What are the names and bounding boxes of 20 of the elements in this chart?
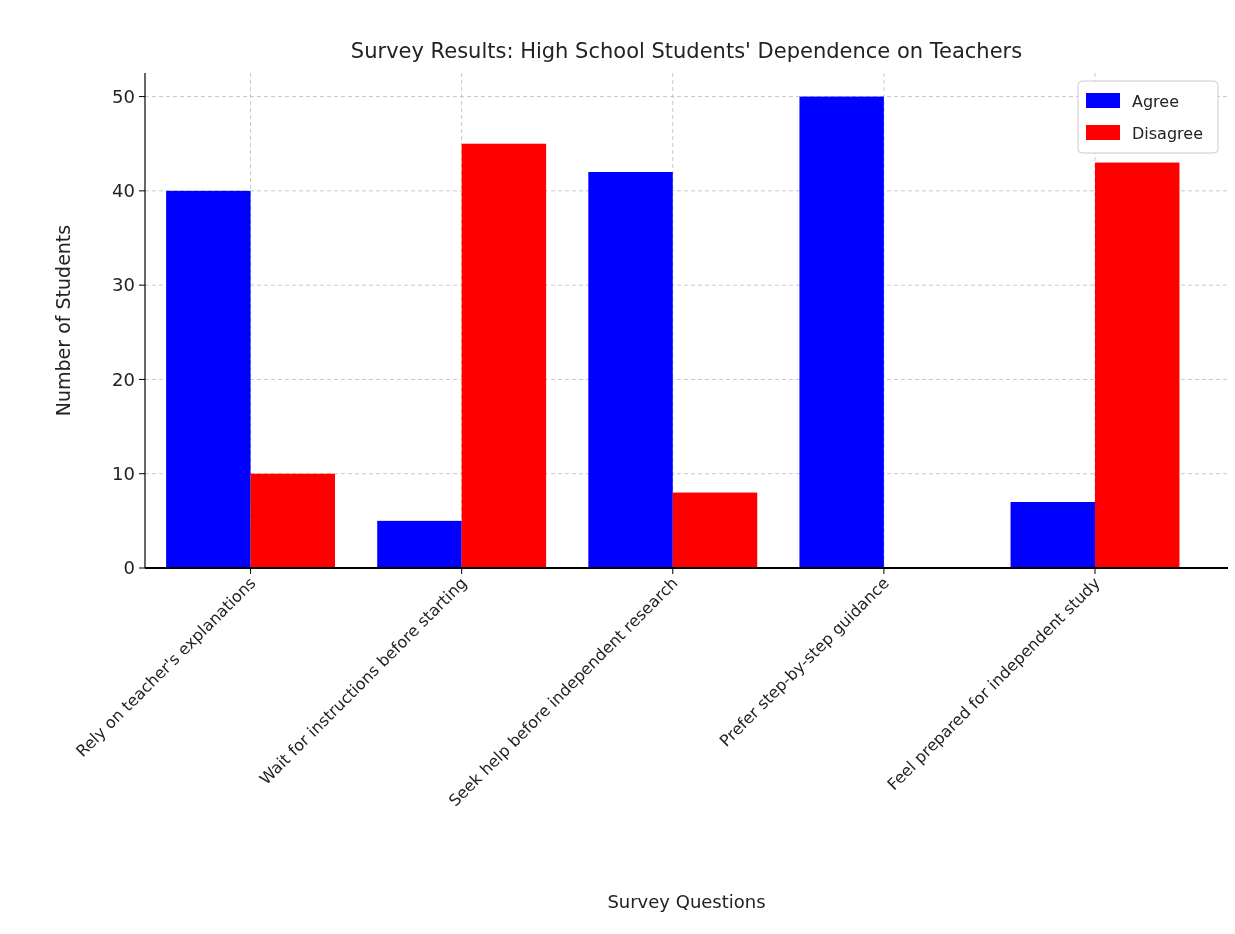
- bar: [1095, 162, 1180, 568]
- y-tick-label: 0: [123, 557, 135, 579]
- bar: [377, 520, 462, 568]
- bar: [461, 143, 547, 568]
- chart-title: Survey Results: High School Students' Dependence on Teachers: [350, 39, 1023, 63]
- bar: [672, 492, 758, 568]
- y-tick-label: 30: [112, 274, 135, 296]
- y-tick-label: 10: [112, 463, 135, 485]
- legend-label: Agree: [1132, 91, 1180, 111]
- y-tick-label: 50: [112, 85, 135, 107]
- bar: [250, 473, 335, 568]
- legend-label: Disagree: [1132, 123, 1203, 143]
- y-tick-label: 20: [112, 368, 135, 390]
- bar: [588, 172, 673, 568]
- bar: [1010, 502, 1095, 568]
- bar: [166, 190, 251, 568]
- y-tick-label: 40: [112, 180, 135, 202]
- bar: [799, 96, 884, 568]
- x-axis-title: Survey Questions: [607, 891, 766, 912]
- y-axis-title: Number of Students: [52, 224, 74, 417]
